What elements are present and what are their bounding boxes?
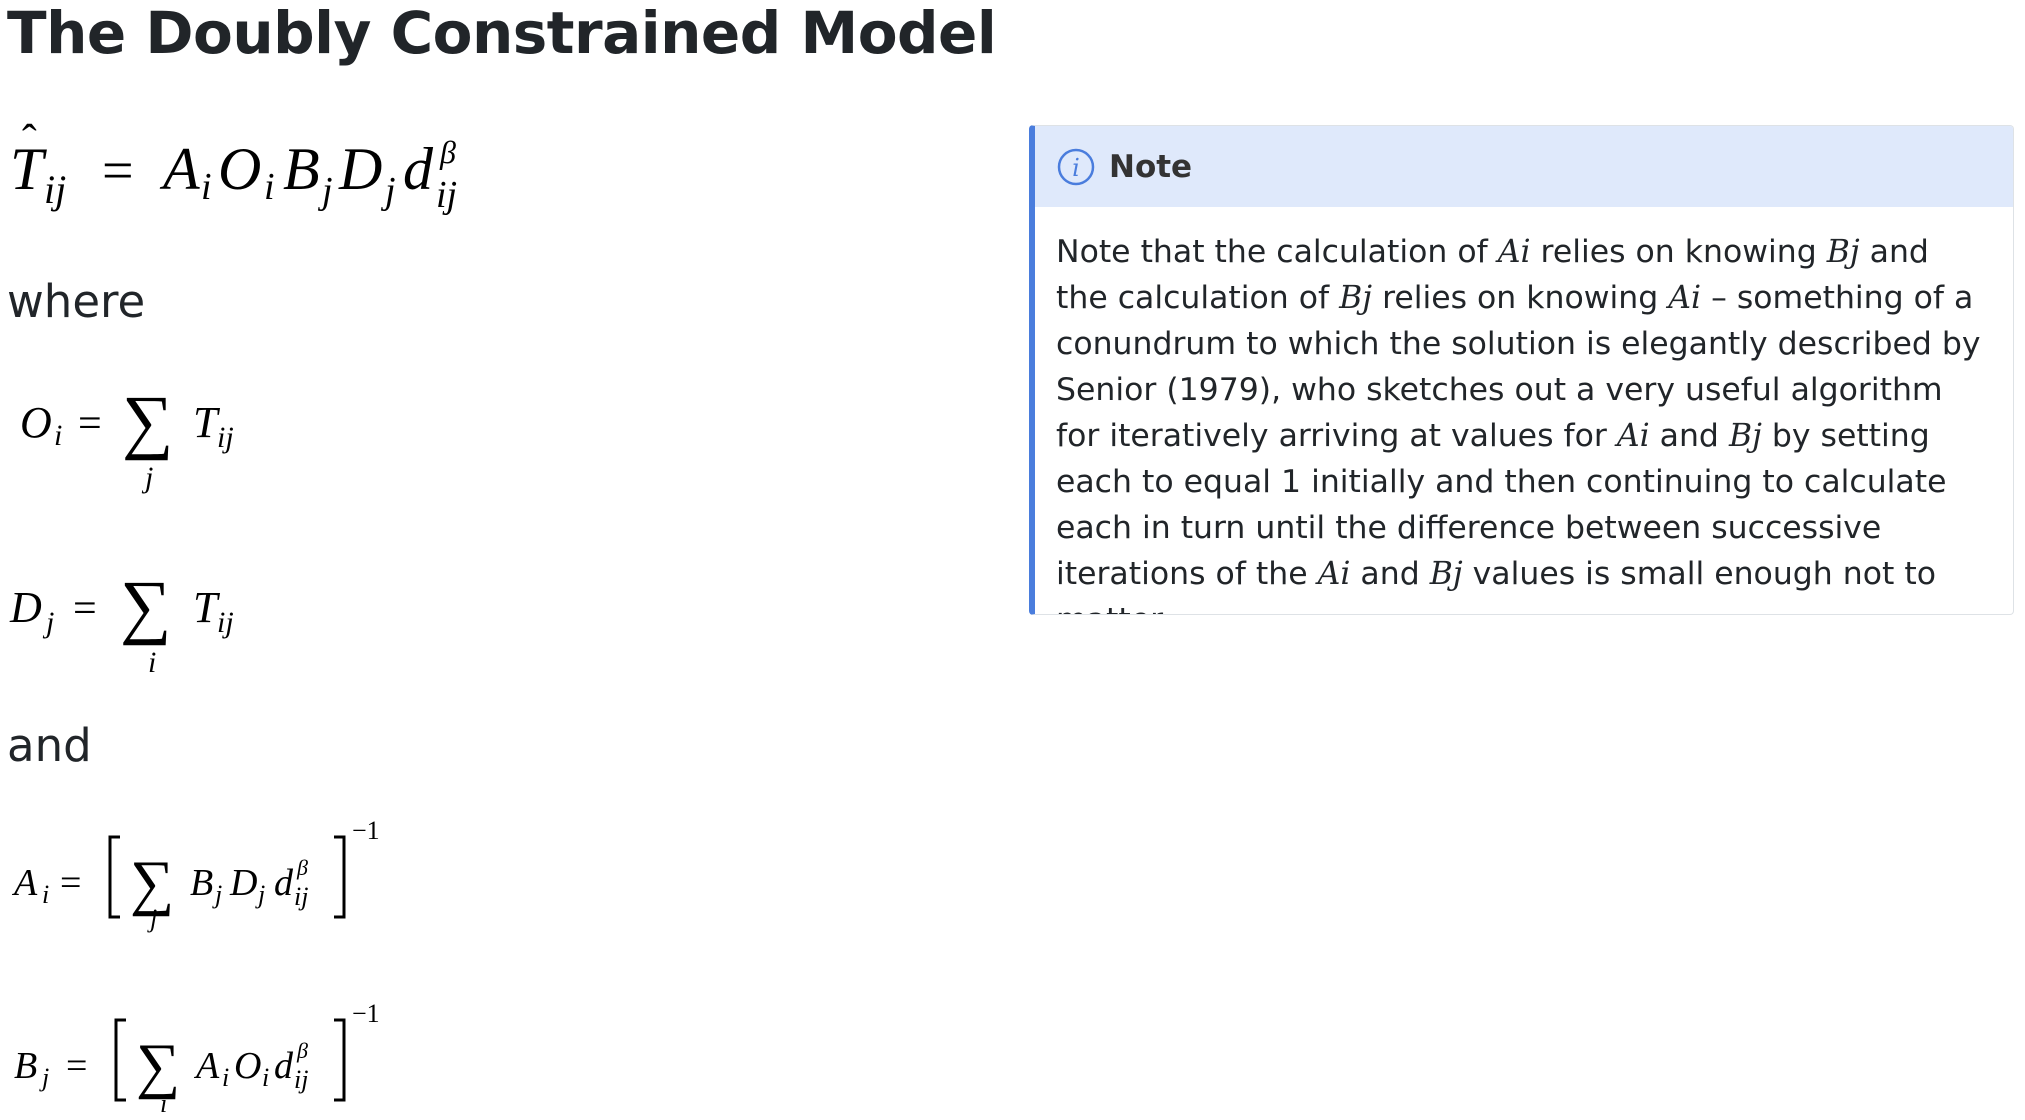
and-text: and [7, 719, 92, 772]
svg-text:T: T [10, 136, 47, 202]
svg-text:O: O [234, 1045, 261, 1087]
svg-text:i: i [1072, 154, 1080, 182]
svg-text:i: i [160, 1089, 167, 1118]
note-text-segment: values is small enough not to matter. [1056, 556, 1936, 614]
svg-text:=: = [60, 862, 81, 904]
page-title: The Doubly Constrained Model [7, 0, 997, 67]
svg-text:O: O [20, 398, 52, 447]
note-variable: Ai [1668, 280, 1702, 316]
svg-text:j: j [42, 606, 54, 639]
note-text-segment: and the calculation of [1056, 234, 1929, 316]
svg-text:T: T [193, 398, 221, 447]
svg-text:β: β [439, 134, 456, 170]
svg-text:A: A [11, 862, 38, 904]
svg-text:B: B [14, 1045, 37, 1087]
svg-text:=: = [73, 586, 97, 632]
svg-text:i: i [148, 646, 156, 679]
svg-text:i: i [262, 1063, 269, 1092]
svg-text:j: j [212, 880, 222, 909]
note-variable: Bj [1429, 556, 1463, 592]
svg-text:i: i [264, 166, 275, 208]
note-text-segment: – something of a conundrum to which the … [1056, 280, 1981, 454]
equation-origin-total: O i = ∑ j T ij [18, 375, 258, 495]
note-callout-header: i Note [1035, 126, 2013, 207]
svg-text:ij: ij [294, 882, 308, 911]
svg-text:A: A [159, 136, 200, 202]
svg-text:ij: ij [217, 606, 234, 639]
note-text-segment: Note that the calculation of [1056, 234, 1498, 270]
svg-text:A: A [193, 1045, 220, 1087]
svg-text:ij: ij [44, 167, 66, 212]
note-variable: Ai [1317, 556, 1351, 592]
svg-text:j: j [147, 904, 157, 933]
svg-text:−1: −1 [352, 816, 380, 845]
note-variable: Bj [1826, 234, 1860, 270]
svg-text:ij: ij [217, 421, 234, 454]
note-text-segment: relies on knowing [1372, 280, 1669, 316]
svg-text:ij: ij [436, 174, 457, 216]
equation-balancing-a: A i = ∑ j B j D j d β ij −1 [11, 815, 392, 945]
svg-text:D: D [229, 862, 257, 904]
svg-text:i: i [54, 419, 62, 452]
svg-text:j: j [255, 880, 265, 909]
svg-text:−1: −1 [352, 999, 380, 1028]
note-text-segment: and [1649, 418, 1729, 454]
svg-text:d: d [403, 136, 434, 202]
equation-main: T ˆ ij = A i O i B j D j d β ij [8, 116, 478, 216]
svg-text:=: = [78, 401, 102, 447]
note-text-segment: and [1350, 556, 1430, 592]
svg-text:i: i [201, 166, 212, 208]
svg-text:∑: ∑ [136, 1032, 180, 1100]
svg-text:ˆ: ˆ [22, 116, 37, 165]
note-text-segment: relies on knowing [1530, 234, 1827, 270]
svg-text:D: D [9, 583, 42, 632]
svg-text:O: O [218, 136, 261, 202]
note-body: Note that the calculation of Ai relies o… [1035, 207, 2013, 614]
svg-text:B: B [190, 862, 213, 904]
note-variable: Bj [1339, 280, 1373, 316]
svg-text:∑: ∑ [122, 381, 173, 461]
svg-text:d: d [274, 862, 294, 904]
svg-text:j: j [39, 1063, 49, 1092]
svg-text:i: i [42, 880, 49, 909]
equation-destination-total: D j = ∑ i T ij [8, 560, 258, 680]
svg-text:ij: ij [294, 1065, 308, 1094]
svg-text:i: i [222, 1063, 229, 1092]
svg-text:β: β [296, 855, 308, 880]
info-icon: i [1057, 148, 1095, 186]
svg-text:β: β [296, 1038, 308, 1063]
svg-text:d: d [274, 1045, 294, 1087]
note-variable: Bj [1728, 418, 1762, 454]
where-text: where [7, 275, 146, 328]
svg-text:B: B [283, 136, 320, 202]
svg-text:j: j [141, 461, 153, 494]
equation-balancing-b: B j = ∑ i A i O i d β ij −1 [12, 998, 392, 1120]
svg-text:T: T [193, 583, 221, 632]
note-callout: i Note Note that the calculation of Ai r… [1029, 125, 2014, 615]
svg-text:∑: ∑ [130, 849, 174, 917]
note-variable: Ai [1616, 418, 1650, 454]
svg-text:∑: ∑ [120, 566, 171, 646]
note-text-segment: by setting each to equal 1 initially and… [1056, 418, 1947, 592]
svg-text:=: = [66, 1045, 87, 1087]
note-title: Note [1109, 148, 1193, 185]
note-variable: Ai [1497, 234, 1531, 270]
svg-text:D: D [338, 136, 382, 202]
svg-text:=: = [102, 140, 134, 202]
